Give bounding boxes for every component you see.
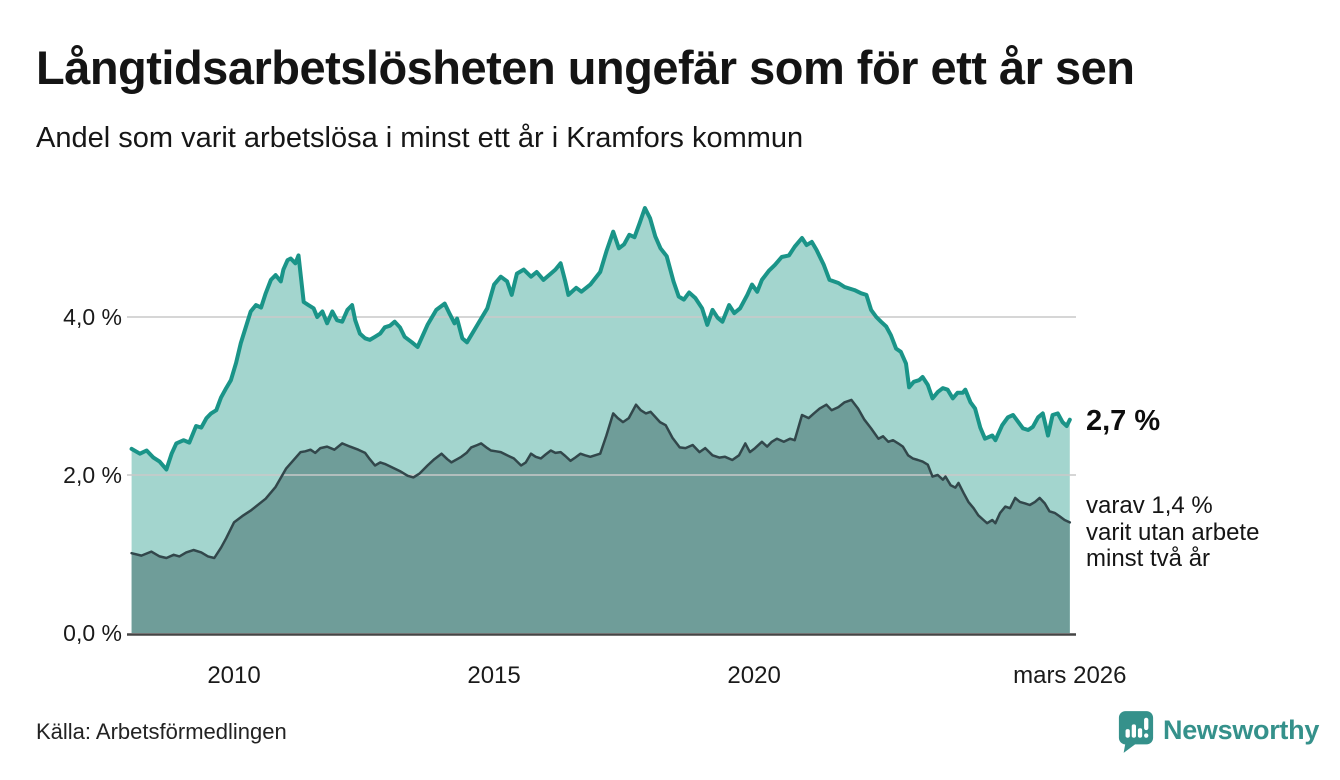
page-subtitle: Andel som varit arbetslösa i minst ett å… <box>36 122 804 154</box>
latest-value-label: 2,7 % <box>1086 405 1161 437</box>
x-axis-tick-label: mars 2026 <box>1013 662 1127 689</box>
secondary-value-line-1: varav 1,4 % <box>1086 492 1213 519</box>
secondary-value-line-3: minst två år <box>1086 545 1211 572</box>
y-axis-tick-label: 4,0 % <box>63 304 122 330</box>
y-axis-tick-label: 0,0 % <box>63 620 122 646</box>
y-axis-tick-label: 2,0 % <box>63 462 122 488</box>
x-axis-tick-label: 2015 <box>467 662 521 689</box>
newsworthy-logo-icon <box>1118 711 1154 753</box>
newsworthy-logo: Newsworthy <box>1117 710 1319 754</box>
page-title: Långtidsarbetslösheten ungefär som för e… <box>36 41 1135 94</box>
series-line-unemployed-two-years <box>130 398 1072 560</box>
secondary-value-label: varav 1,4 % varit utan arbete minst två … <box>1086 492 1260 573</box>
gridlines <box>127 316 1076 476</box>
series-area-unemployed-two-years <box>131 399 1070 633</box>
x-axis-tick-label: 2010 <box>207 662 261 689</box>
newsworthy-wordmark: Newsworthy <box>1163 714 1320 745</box>
secondary-value-line-2: varit utan arbete <box>1086 518 1260 546</box>
source-note: Källa: Arbetsförmedlingen <box>36 719 287 744</box>
series-line-unemployed-one-year <box>129 206 1072 472</box>
x-axis-tick-label: 2020 <box>727 662 781 689</box>
